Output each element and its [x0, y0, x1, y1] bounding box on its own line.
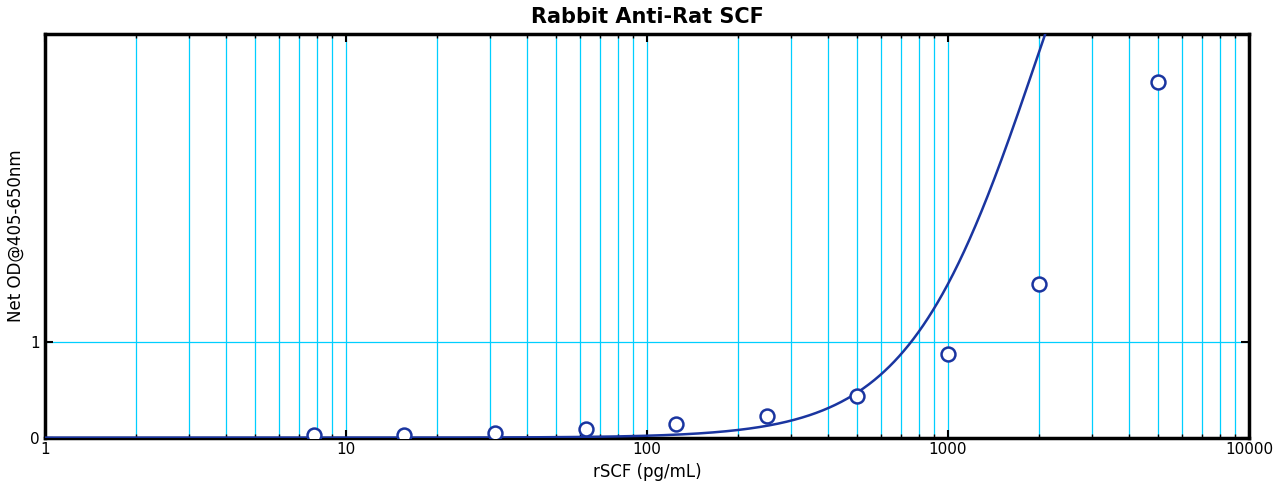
X-axis label: rSCF (pg/mL): rSCF (pg/mL) — [593, 463, 701, 481]
Y-axis label: Net OD@405-650nm: Net OD@405-650nm — [6, 149, 24, 322]
Title: Rabbit Anti-Rat SCF: Rabbit Anti-Rat SCF — [530, 7, 763, 27]
